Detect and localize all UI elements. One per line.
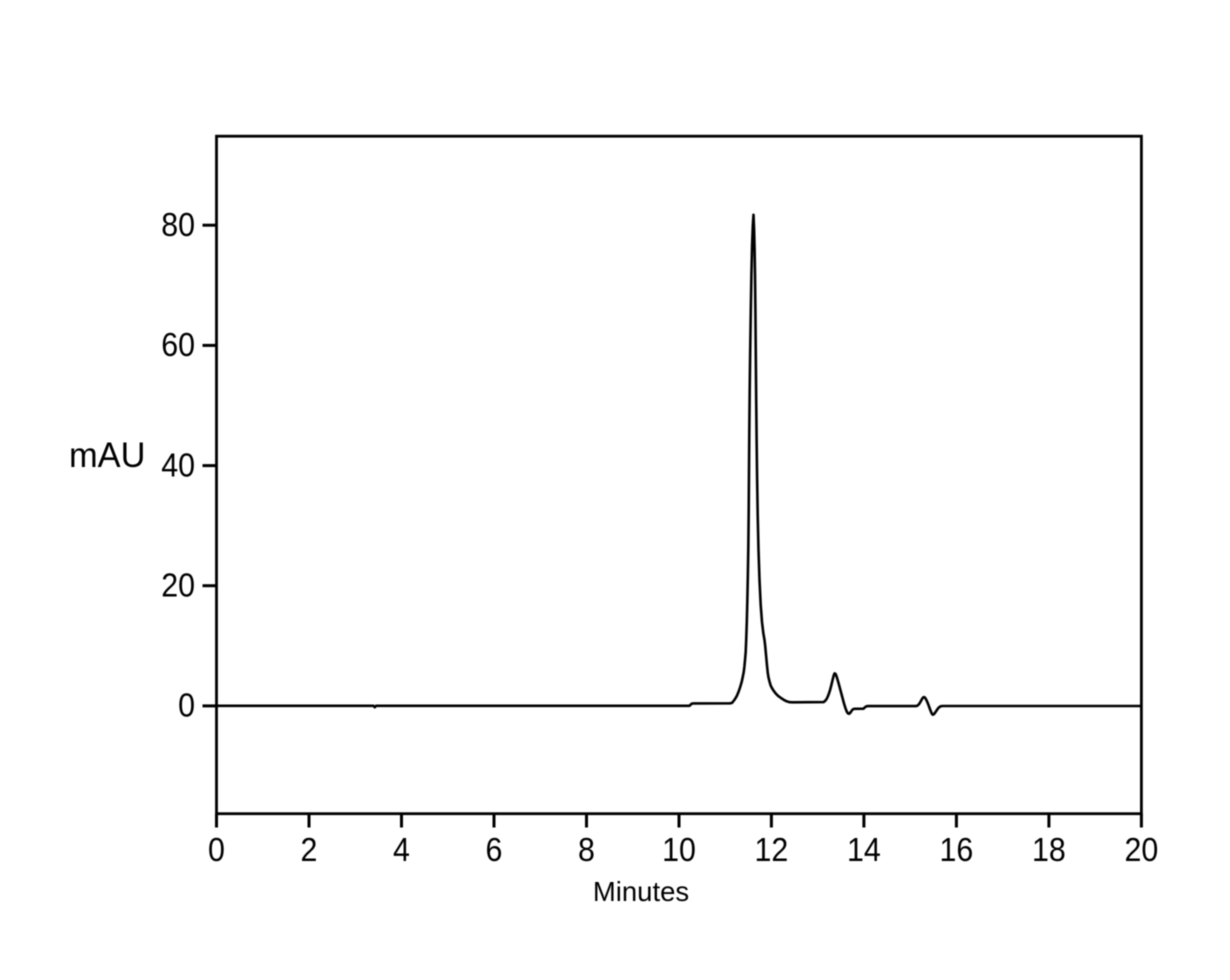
svg-text:60: 60 — [161, 326, 195, 363]
svg-text:16: 16 — [940, 831, 974, 868]
svg-text:0: 0 — [208, 831, 225, 868]
svg-text:14: 14 — [847, 831, 881, 868]
svg-text:40: 40 — [161, 446, 195, 483]
svg-text:80: 80 — [161, 206, 195, 243]
svg-text:mAU: mAU — [69, 436, 146, 475]
svg-text:12: 12 — [755, 831, 789, 868]
svg-text:20: 20 — [1125, 831, 1159, 868]
svg-text:4: 4 — [393, 831, 410, 868]
svg-text:6: 6 — [486, 831, 503, 868]
svg-text:20: 20 — [161, 567, 195, 604]
svg-text:18: 18 — [1032, 831, 1066, 868]
svg-text:8: 8 — [578, 831, 595, 868]
svg-text:Minutes: Minutes — [593, 876, 689, 907]
svg-text:2: 2 — [301, 831, 318, 868]
svg-text:0: 0 — [178, 687, 195, 724]
svg-text:10: 10 — [662, 831, 696, 868]
